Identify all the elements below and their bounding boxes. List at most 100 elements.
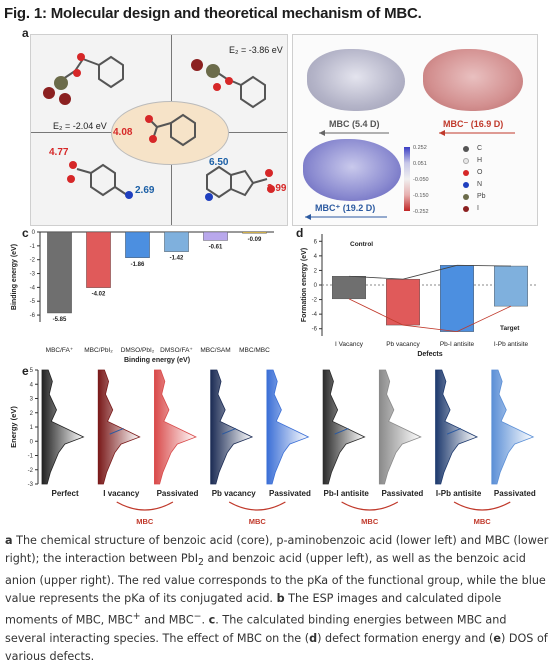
dos-label: I-Pb antisite	[436, 489, 482, 498]
cbar-tick-3: -0.150	[413, 193, 429, 199]
bar-value-label: -0.09	[248, 237, 262, 243]
bar-value-label: -4.02	[92, 292, 106, 298]
bar-3	[164, 231, 189, 252]
eb-upper-right: E₂ = -3.86 eV	[229, 45, 283, 55]
panel-label-a: a	[22, 26, 29, 40]
mbc-arrow-label: MBC	[136, 517, 154, 526]
dos-label: Passivated	[269, 489, 311, 498]
ytick-label-e: -3	[28, 482, 34, 488]
target-trend-line	[348, 298, 512, 333]
chart-dos: 5 4 3 2 1 0 -1 -2 -3 Energy (eV) Perfect I vacancy P…	[9, 368, 536, 526]
label-mbc: MBC (5.4 D)	[329, 119, 380, 129]
dos-label: Pb-I antisite	[323, 489, 369, 498]
bar-d-0	[332, 276, 366, 300]
ytick-label-d: 2	[314, 268, 318, 274]
bar-value-label: -1.86	[131, 262, 145, 268]
figure-caption: a The chemical structure of benzoic acid…	[5, 534, 549, 663]
category-label: MBC/SAM	[200, 347, 230, 354]
bar-4	[203, 231, 228, 241]
pka-blue-right: 6.50	[209, 157, 229, 168]
dos-curve-5	[322, 369, 366, 485]
y-axis-title-e: Energy (eV)	[9, 406, 18, 448]
bar-0	[47, 231, 72, 314]
ytick-label-e: 2	[30, 411, 34, 417]
legend-o: O	[463, 169, 482, 176]
bar-2	[125, 231, 150, 258]
ytick-label-d: 4	[314, 254, 318, 260]
mbc-arrow	[453, 501, 511, 511]
dos-curve-8	[491, 369, 535, 485]
dos-curve-0	[41, 369, 85, 485]
ytick-label-e: -1	[28, 454, 34, 460]
category-label: MBC/MBC	[239, 347, 270, 354]
mbc-arrow	[116, 501, 174, 511]
defect-state-arrow	[222, 427, 237, 435]
legend-c: C	[463, 145, 482, 152]
ytick-label-e: 0	[30, 439, 34, 445]
panel-label-c: c	[22, 226, 29, 240]
mbc-arrow	[228, 501, 286, 511]
ytick-label-d: 6	[314, 239, 318, 245]
ytick-label-d: -4	[312, 312, 318, 318]
annotation-target: Target	[500, 325, 520, 332]
bar-d-3	[494, 265, 528, 307]
dos-curve-1	[97, 369, 141, 485]
dipole-arrows	[305, 130, 515, 220]
ytick-label-c: -4	[30, 285, 36, 291]
category-label-d: Pb-I antisite	[440, 341, 475, 348]
pka-red-left: 4.77	[49, 147, 69, 158]
figure-title: Fig. 1: Molecular design and theoretical…	[4, 5, 422, 22]
y-axis-title-c: Binding energy (eV)	[11, 244, 18, 310]
chart-binding-energy: 0 -1 -2 -3 -4 -5 -6 -5.85 MBC/FA⁺ -4.02 MBC/PbI₂ -1…	[11, 230, 274, 364]
defect-state-arrow	[334, 427, 349, 435]
defect-state-arrow	[446, 427, 462, 435]
category-label: MBC/PbI₂	[84, 347, 113, 354]
mbc-arrow-label: MBC	[249, 517, 267, 526]
esp-mbc-plus	[303, 139, 401, 201]
cbar-tick-0: 0.252	[413, 145, 427, 151]
molecule-structures	[43, 53, 275, 201]
legend-h: H	[463, 157, 482, 164]
dos-label: Passivated	[494, 489, 536, 498]
ytick-label-e: 5	[30, 368, 34, 374]
category-label: DMSO/FA⁺	[160, 347, 193, 354]
cbar-tick-1: 0.051	[413, 161, 427, 167]
pka-red-right: 2.99	[267, 183, 287, 194]
ytick-label-e: 4	[30, 382, 34, 388]
bar-value-label: -5.85	[53, 317, 67, 323]
pka-blue-left: 2.69	[135, 185, 155, 196]
chart-formation-energy: 6 4 2 0 -2 -4 -6 I Vacancy Pb vacancy Pb-I antisi…	[301, 234, 538, 358]
eb-lower-left: E₂ = -2.04 eV	[53, 121, 107, 131]
panel-label-e: e	[22, 364, 29, 378]
panel-a-molecules: E₂ = -3.86 eV E₂ = -2.04 eV 4.08 4.77 2.…	[30, 34, 288, 226]
ytick-label-d: -2	[312, 298, 318, 304]
panel-b-esp: MBC (5.4 D) MBC⁻ (16.9 D) MBC⁺ (19.2 D) …	[292, 34, 538, 226]
defect-state-arrow	[109, 427, 124, 435]
ytick-label-e: 1	[30, 425, 34, 431]
ytick-label-d: 0	[314, 283, 318, 289]
control-trend-line	[348, 264, 512, 280]
dos-curve-7	[435, 369, 479, 485]
panel-label-d: d	[296, 226, 304, 240]
bar-5	[242, 231, 267, 234]
bar-d-2	[440, 265, 474, 332]
cbar-tick-2: -0.050	[413, 177, 429, 183]
dos-label: Passivated	[157, 489, 199, 498]
label-mbc-plus: MBC⁺ (19.2 D)	[315, 203, 376, 213]
esp-colorbar	[404, 147, 410, 211]
dos-label: Passivated	[381, 489, 423, 498]
annotation-control: Control	[350, 241, 373, 248]
dos-curve-3	[210, 369, 254, 485]
category-label: DMSO/PbI₂	[121, 347, 155, 354]
ytick-label-e: 3	[30, 397, 34, 403]
pka-core: 4.08	[113, 127, 133, 138]
label-mbc-minus: MBC⁻ (16.9 D)	[443, 119, 504, 129]
dos-curve-4	[266, 369, 310, 485]
cbar-tick-4: -0.252	[413, 209, 429, 215]
esp-mbc-minus	[423, 49, 523, 111]
category-label-d: Pb vacancy	[386, 341, 420, 348]
dos-label: I vacancy	[103, 489, 140, 498]
dos-label: Pb vacancy	[212, 489, 257, 498]
x-axis-title-d: Defects	[417, 351, 442, 358]
y-axis-title-d: Formation energy (eV)	[301, 248, 308, 322]
